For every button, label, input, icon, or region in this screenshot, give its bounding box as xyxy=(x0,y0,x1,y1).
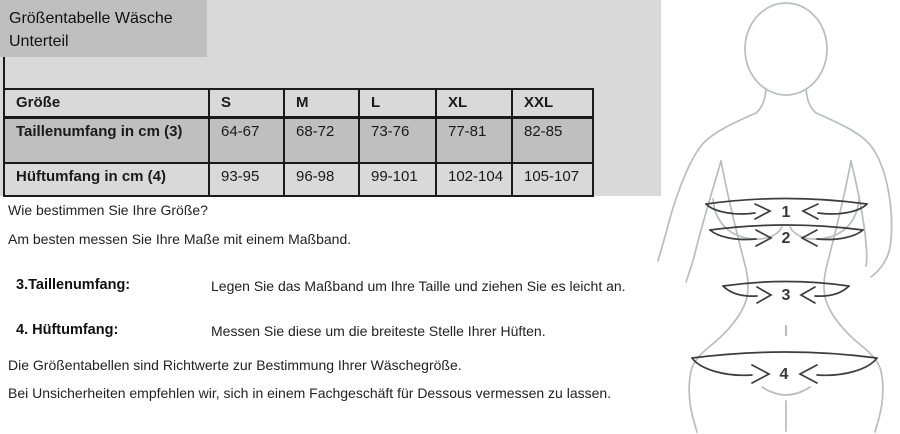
waist-value-xxl: 82-85 xyxy=(511,116,594,164)
head-outline xyxy=(744,2,828,96)
row-label-waist: Taillenumfang in cm (3) xyxy=(3,116,210,164)
hip-value-l: 99-101 xyxy=(358,162,437,197)
body-figure-illustration: 1 2 3 4 xyxy=(657,2,893,433)
hip-value-xxl: 105-107 xyxy=(511,162,594,197)
left-border-tick xyxy=(3,57,5,88)
crotch-curve xyxy=(761,386,811,396)
measurement-tapes xyxy=(691,197,878,384)
col-header-xl: XL xyxy=(435,88,513,119)
waist-value-l: 73-76 xyxy=(358,116,437,164)
table-row-hip: Hüftumfang in cm (4) 93-95 96-98 99-101 … xyxy=(3,162,594,197)
instruction-hip-text: Messen Sie diese um die breiteste Stelle… xyxy=(211,323,546,339)
right-bust-curve xyxy=(789,198,860,240)
instruction-waist-label: 3.Taillenumfang: xyxy=(16,277,131,293)
instruction-waist-text: Legen Sie das Maßband um Ihre Taille und… xyxy=(211,278,626,294)
row-label-hip: Hüftumfang in cm (4) xyxy=(3,162,210,197)
instruction-hip-label: 4. Hüftumfang: xyxy=(16,322,119,338)
tape-label-3: 3 xyxy=(782,287,791,304)
waist-value-m: 68-72 xyxy=(283,116,360,164)
note-recommendation: Bei Unsicherheiten empfehlen wir, sich i… xyxy=(8,385,612,401)
tape-numbers: 1 2 3 4 xyxy=(780,204,791,383)
tape-label-4: 4 xyxy=(780,366,789,383)
table-row-waist: Taillenumfang in cm (3) 64-67 68-72 73-7… xyxy=(3,116,594,164)
tape-label-1: 1 xyxy=(782,204,791,221)
intro-answer: Am besten messen Sie Ihre Maße mit einem… xyxy=(8,231,352,247)
page-title: Größentabelle Wäsche Unterteil xyxy=(0,0,207,57)
hip-value-m: 96-98 xyxy=(283,162,360,197)
body-measurement-diagram: 1 2 3 4 xyxy=(650,0,900,434)
col-header-xxl: XXL xyxy=(511,88,594,119)
hip-value-s: 93-95 xyxy=(208,162,285,197)
body-outline xyxy=(657,2,893,433)
col-header-size: Größe xyxy=(3,88,210,119)
note-guideline: Die Größentabellen sind Richtwerte zur B… xyxy=(8,357,462,373)
intro-question: Wie bestimmen Sie Ihre Größe? xyxy=(8,202,208,218)
hip-value-xl: 102-104 xyxy=(435,162,513,197)
waist-value-xl: 77-81 xyxy=(435,116,513,164)
tape-label-2: 2 xyxy=(782,230,791,247)
size-table: Größe S M L XL XXL Taillenumfang in cm (… xyxy=(3,88,594,197)
table-header-row: Größe S M L XL XXL xyxy=(3,88,594,119)
waist-value-s: 64-67 xyxy=(208,116,285,164)
col-header-s: S xyxy=(208,88,285,119)
col-header-m: M xyxy=(283,88,360,119)
col-header-l: L xyxy=(358,88,437,119)
left-bust-curve xyxy=(712,198,783,240)
